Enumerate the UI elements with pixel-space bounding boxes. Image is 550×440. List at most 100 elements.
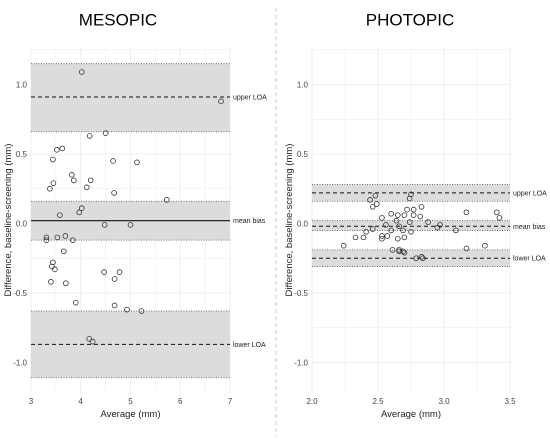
data-point: [78, 205, 85, 211]
data-point: [61, 248, 67, 255]
mesopic-mean-bias-label: mean bias: [233, 218, 266, 225]
data-point: [70, 177, 77, 184]
data-point: [401, 234, 408, 241]
photopic-mean-bias-label: mean bias: [513, 224, 546, 231]
data-point: [62, 233, 69, 239]
photopic-points: [340, 191, 503, 262]
photopic-lower-loa-label: lower LOA: [513, 256, 546, 263]
data-point: [63, 280, 69, 287]
data-point: [493, 209, 500, 216]
data-point: [50, 156, 56, 163]
data-point: [418, 203, 425, 210]
data-point: [373, 201, 380, 207]
data-point: [101, 222, 108, 228]
data-point: [367, 197, 373, 203]
x-tick-label: 3.0: [438, 397, 450, 406]
data-point: [413, 255, 420, 262]
data-point: [101, 269, 107, 275]
data-point: [363, 229, 369, 235]
data-point: [111, 302, 118, 309]
data-point: [43, 234, 50, 241]
data-point: [59, 145, 66, 152]
data-point: [388, 210, 395, 217]
data-point: [78, 69, 85, 75]
photopic-x-axis-title: Average (mm): [381, 409, 441, 420]
data-point: [396, 223, 402, 230]
data-point: [417, 213, 424, 220]
mesopic-lower-loa-label: lower LOA: [233, 342, 266, 349]
photopic-mean-bias-ci-band: [312, 220, 510, 231]
data-point: [102, 130, 109, 136]
mesopic-upper-loa-label: upper LOA: [233, 95, 267, 102]
data-point: [87, 177, 94, 184]
y-tick-label: 1.0: [297, 81, 309, 90]
data-point: [68, 172, 75, 178]
mesopic-x-axis-title: Average (mm): [100, 409, 160, 420]
data-point: [379, 235, 385, 242]
y-tick-label: -1.0: [294, 358, 308, 367]
data-point: [52, 266, 58, 273]
data-point: [418, 254, 425, 260]
x-tick-label: 6: [178, 397, 183, 406]
x-tick-label: 2.5: [372, 397, 384, 406]
y-tick-label: 1.0: [16, 81, 28, 90]
data-point: [396, 248, 402, 255]
y-tick-label: 0.0: [16, 219, 28, 228]
data-point: [410, 212, 417, 218]
data-point: [401, 212, 408, 218]
data-point: [340, 242, 347, 249]
photopic-title: PHOTOPIC: [366, 10, 454, 29]
data-point: [138, 308, 145, 314]
data-point: [463, 209, 470, 216]
photopic-upper-loa-label: upper LOA: [513, 190, 547, 197]
y-tick-label: 0.0: [297, 219, 309, 228]
y-tick-label: -1.0: [13, 358, 27, 367]
data-point: [83, 184, 90, 191]
data-point: [393, 217, 400, 224]
data-point: [352, 234, 359, 241]
data-point: [111, 190, 117, 196]
data-point: [404, 206, 410, 213]
data-point: [50, 180, 57, 186]
x-tick-label: 2.0: [306, 397, 318, 406]
y-tick-label: 0.5: [16, 150, 28, 159]
data-point: [400, 248, 406, 255]
data-point: [47, 185, 53, 192]
data-point: [394, 212, 401, 218]
data-point: [372, 192, 379, 199]
data-point: [124, 306, 130, 313]
mesopic-points: [43, 69, 224, 345]
x-tick-label: 5: [128, 397, 133, 406]
data-point: [89, 338, 96, 345]
mesopic-y-axis-title: Difference, baseline-screening (mm): [3, 144, 14, 297]
data-point: [496, 215, 503, 221]
data-point: [369, 226, 376, 232]
y-tick-label: 0.5: [297, 150, 309, 159]
data-point: [383, 222, 389, 228]
data-point: [482, 242, 488, 249]
data-point: [369, 203, 376, 210]
data-point: [400, 227, 406, 234]
data-point: [406, 195, 413, 202]
photopic-panel: PHOTOPIC upper LOA mean bias lower LOA -1.0 -…: [284, 10, 547, 420]
data-point: [410, 206, 417, 213]
data-point: [379, 215, 385, 221]
data-point: [69, 237, 76, 243]
mesopic-panel: MESOPIC upper LOA mean bias lower LOA -1.0 -0…: [3, 10, 267, 420]
mesopic-title: MESOPIC: [79, 10, 157, 29]
data-point: [50, 259, 56, 266]
x-tick-label: 7: [228, 397, 233, 406]
data-point: [110, 158, 116, 164]
data-point: [408, 229, 414, 235]
data-point: [86, 336, 93, 342]
data-point: [116, 269, 123, 275]
data-point: [379, 233, 385, 239]
data-point: [57, 212, 63, 218]
x-tick-label: 4: [79, 397, 84, 406]
data-point: [49, 263, 55, 270]
data-point: [76, 209, 83, 216]
data-point: [134, 159, 140, 166]
y-tick-label: -0.5: [13, 289, 27, 298]
photopic-y-axis-title: Difference, baseline-screening (mm): [284, 144, 295, 297]
